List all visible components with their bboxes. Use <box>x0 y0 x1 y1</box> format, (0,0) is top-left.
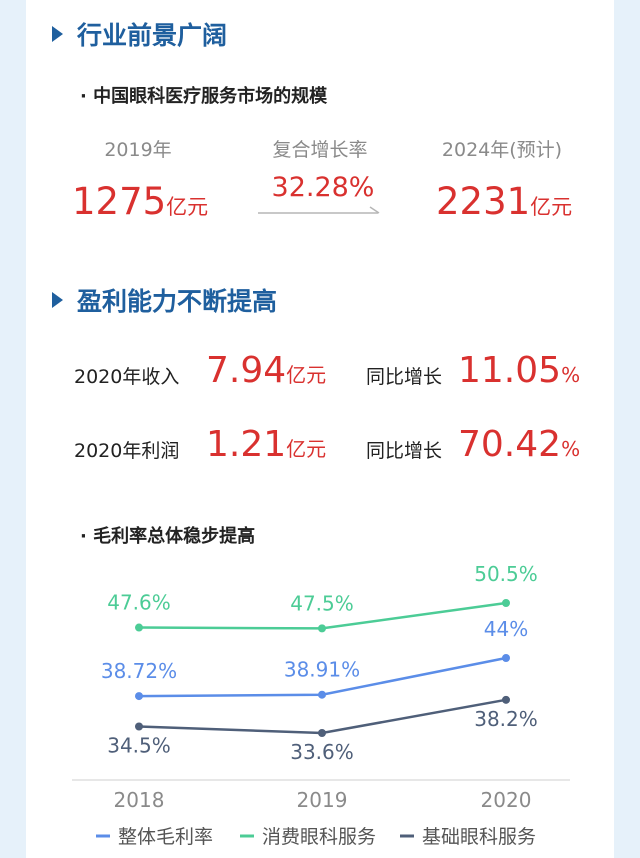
section-title-text: 盈利能力不断提高 <box>77 287 278 316</box>
data-point-1-3 <box>502 654 510 662</box>
x-tick-label-2019: 2019 <box>297 788 348 812</box>
section-title-prospects: 行业前景广阔 <box>52 16 227 52</box>
market-2024-unit: 亿元 <box>530 195 573 219</box>
year-2024-label: 2024年(预计) <box>441 139 563 161</box>
market-2024-value: 2231亿元 <box>436 180 572 223</box>
section-title-profitability: 盈利能力不断提高 <box>52 282 277 318</box>
cagr-arrow-icon <box>258 206 380 214</box>
data-label-1-3: 44% <box>484 617 528 641</box>
content-card <box>26 0 614 858</box>
market-size-subtitle: · 中国眼科医疗服务市场的规模 <box>80 86 328 107</box>
market-2024-number: 2231 <box>436 180 531 223</box>
legend-label-2: 消费眼科服务 <box>262 826 376 848</box>
x-tick-label-2020: 2020 <box>481 788 532 812</box>
profit-number: 1.21 <box>206 424 287 465</box>
revenue-growth-label: 同比增长 <box>366 366 443 388</box>
data-point-1-2 <box>318 690 326 699</box>
data-point-2-1 <box>135 623 143 632</box>
data-label-2-1: 47.6% <box>107 591 171 615</box>
data-label-2-2: 47.5% <box>290 591 354 615</box>
chart-title: · 毛利率总体稳步提高 <box>80 526 256 547</box>
triangle-bullet-icon <box>52 26 63 42</box>
data-point-1-1 <box>135 692 143 701</box>
revenue-label: 2020年收入 <box>74 366 180 388</box>
section-title-text: 行业前景广阔 <box>77 21 228 50</box>
legend-label-3: 基础眼科服务 <box>422 826 536 848</box>
profit-unit: 亿元 <box>286 437 327 461</box>
profit-growth-label: 同比增长 <box>366 440 443 462</box>
data-label-3-1: 34.5% <box>107 734 171 758</box>
data-point-3-3 <box>502 695 510 704</box>
data-label-3-2: 33.6% <box>290 740 354 764</box>
data-label-2-3: 50.5% <box>474 562 538 586</box>
data-label-3-3: 38.2% <box>474 707 538 731</box>
data-label-1-1: 38.72% <box>101 659 177 683</box>
revenue-growth-unit: % <box>561 363 581 387</box>
revenue-growth-number: 11.05 <box>458 350 562 391</box>
market-2019-value: 1275亿元 <box>72 180 208 223</box>
profit-growth-value: 70.42% <box>458 424 580 465</box>
data-point-3-2 <box>318 729 326 737</box>
x-tick-label-2018: 2018 <box>114 788 165 812</box>
series-line-3 <box>138 698 507 735</box>
market-2019-unit: 亿元 <box>166 195 209 219</box>
data-label-1-2: 38.91% <box>284 658 360 682</box>
cagr-label: 复合增长率 <box>272 139 368 161</box>
profit-growth-unit: % <box>561 437 581 461</box>
revenue-number: 7.94 <box>206 350 287 391</box>
profit-value: 1.21亿元 <box>206 424 326 465</box>
revenue-growth-value: 11.05% <box>458 350 580 391</box>
triangle-bullet-icon <box>52 292 63 308</box>
profit-growth-number: 70.42 <box>458 424 562 465</box>
year-2019-label: 2019年 <box>104 139 172 161</box>
legend-label-1: 整体毛利率 <box>118 826 213 848</box>
data-point-2-3 <box>502 599 510 607</box>
revenue-value: 7.94亿元 <box>206 350 326 391</box>
data-point-2-2 <box>318 624 326 633</box>
profit-label: 2020年利润 <box>74 440 180 462</box>
cagr-value: 32.28% <box>271 172 375 203</box>
market-2019-number: 1275 <box>72 180 167 223</box>
data-point-3-1 <box>135 722 143 731</box>
revenue-unit: 亿元 <box>286 363 327 387</box>
